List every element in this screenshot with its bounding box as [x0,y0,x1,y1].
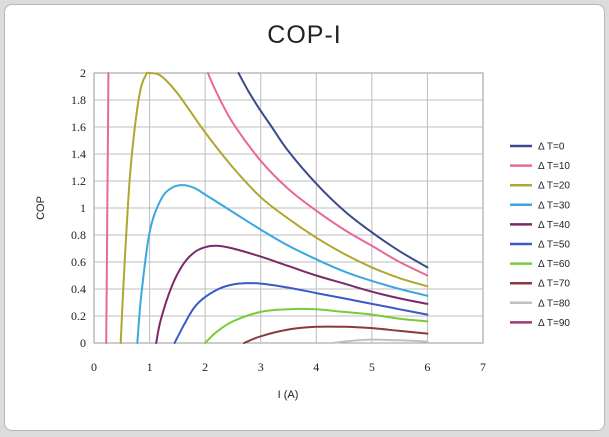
legend-label: Δ T=90 [538,318,570,329]
series-line [145,71,429,288]
legend-item: Δ T=70 [510,279,570,290]
legend-label: Δ T=30 [538,200,570,211]
chart-title: COP-I [267,21,342,49]
x-tick-label: 4 [313,360,319,374]
series-line [173,282,429,344]
legend-label: Δ T=20 [538,181,570,192]
series-line [105,72,110,344]
legend-label: Δ T=60 [538,259,570,270]
legend-item: Δ T=50 [510,240,570,251]
y-tick-label: 0.8 [71,228,86,242]
legend-item: Δ T=60 [510,259,570,270]
series-line [119,72,148,344]
legend-item: Δ T=10 [510,161,570,172]
x-axis-label: I (A) [278,389,299,401]
series-line [206,72,429,277]
legend-item: Δ T=40 [510,220,570,231]
x-tick-label: 5 [369,360,375,374]
series-line [237,72,429,269]
y-tick-label: 1.6 [71,120,86,134]
y-tick-label: 1 [80,201,86,215]
series-line [243,325,429,344]
legend-label: Δ T=80 [538,298,570,309]
y-tick-label: 2 [80,66,86,80]
x-tick-label: 7 [480,360,486,374]
legend-item: Δ T=20 [510,181,570,192]
legend-label: Δ T=70 [538,279,570,290]
x-tick-label: 0 [91,360,97,374]
legend-item: Δ T=80 [510,298,570,309]
y-tick-labels: 0 0.2 0.4 0.6 0.8 1 1.2 1.4 1.6 1.8 2 [71,66,86,350]
x-tick-label: 3 [258,360,264,374]
y-tick-label: 0.4 [71,282,86,296]
y-tick-label: 0.2 [71,309,86,323]
y-tick-label: 0 [80,336,86,350]
y-tick-label: 1.8 [71,93,86,107]
x-tick-label: 2 [202,360,208,374]
y-tick-label: 0.6 [71,255,86,269]
x-tick-label: 1 [147,360,153,374]
series-lines [105,71,429,344]
x-tick-label: 6 [424,360,430,374]
legend: Δ T=0 Δ T=10 Δ T=20 Δ T=30 Δ T=40 Δ T=50 Δ T=6… [510,142,570,329]
y-axis-label: COP [35,196,47,220]
legend-item: Δ T=0 [510,142,565,153]
legend-item: Δ T=30 [510,200,570,211]
legend-item: Δ T=90 [510,318,570,329]
legend-label: Δ T=40 [538,220,570,231]
legend-label: Δ T=10 [538,161,570,172]
y-tick-label: 1.4 [71,147,86,161]
series-line [155,244,429,344]
y-tick-label: 1.2 [71,174,86,188]
series-line [204,307,429,344]
series-line [332,338,429,344]
legend-label: Δ T=50 [538,240,570,251]
x-tick-labels: 0 1 2 3 4 5 6 7 [91,360,486,374]
legend-label: Δ T=0 [538,142,565,153]
series-line [136,184,429,344]
